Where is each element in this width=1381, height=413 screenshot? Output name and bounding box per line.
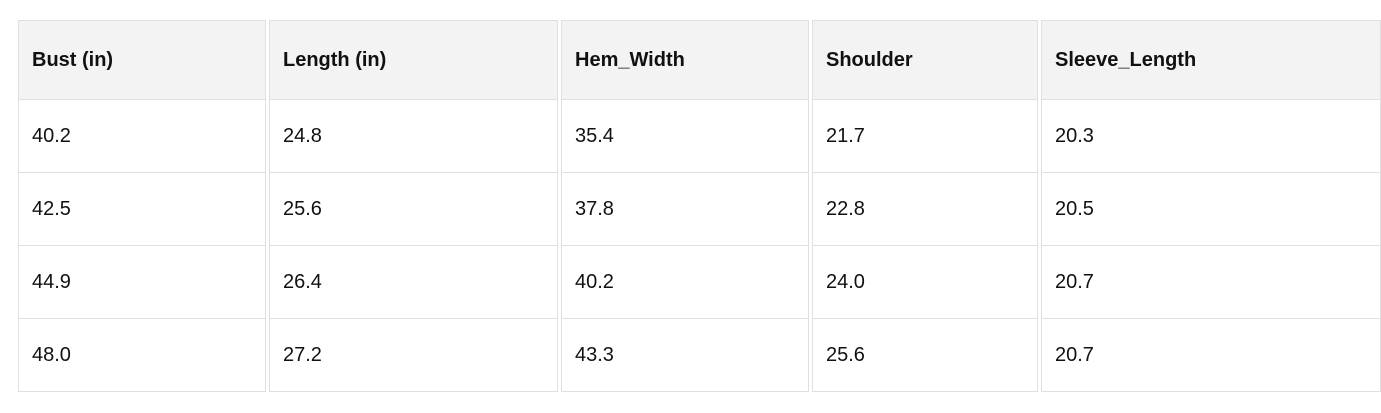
table-cell: 25.6 [269,173,558,246]
table-row: 42.5 25.6 37.8 22.8 20.5 [18,173,1381,246]
table-cell: 25.6 [812,319,1038,392]
table-row: 40.2 24.8 35.4 21.7 20.3 [18,100,1381,173]
column-header-bust: Bust (in) [18,20,266,100]
table-row: 44.9 26.4 40.2 24.0 20.7 [18,246,1381,319]
table-cell: 35.4 [561,100,809,173]
table-cell: 37.8 [561,173,809,246]
column-header-sleeve-length: Sleeve_Length [1041,20,1381,100]
table-cell: 21.7 [812,100,1038,173]
table-cell: 20.3 [1041,100,1381,173]
table-row: 48.0 27.2 43.3 25.6 20.7 [18,319,1381,392]
measurements-table: Bust (in) Length (in) Hem_Width Shoulder… [15,20,1381,392]
table-cell: 40.2 [18,100,266,173]
table-cell: 40.2 [561,246,809,319]
table-cell: 27.2 [269,319,558,392]
table-cell: 20.5 [1041,173,1381,246]
column-header-shoulder: Shoulder [812,20,1038,100]
table-cell: 42.5 [18,173,266,246]
table-cell: 24.0 [812,246,1038,319]
table-cell: 20.7 [1041,319,1381,392]
table-cell: 22.8 [812,173,1038,246]
table-cell: 24.8 [269,100,558,173]
table-cell: 20.7 [1041,246,1381,319]
column-header-length: Length (in) [269,20,558,100]
header-row: Bust (in) Length (in) Hem_Width Shoulder… [18,20,1381,100]
table-cell: 43.3 [561,319,809,392]
table-cell: 44.9 [18,246,266,319]
column-header-hem-width: Hem_Width [561,20,809,100]
table-cell: 48.0 [18,319,266,392]
table-cell: 26.4 [269,246,558,319]
